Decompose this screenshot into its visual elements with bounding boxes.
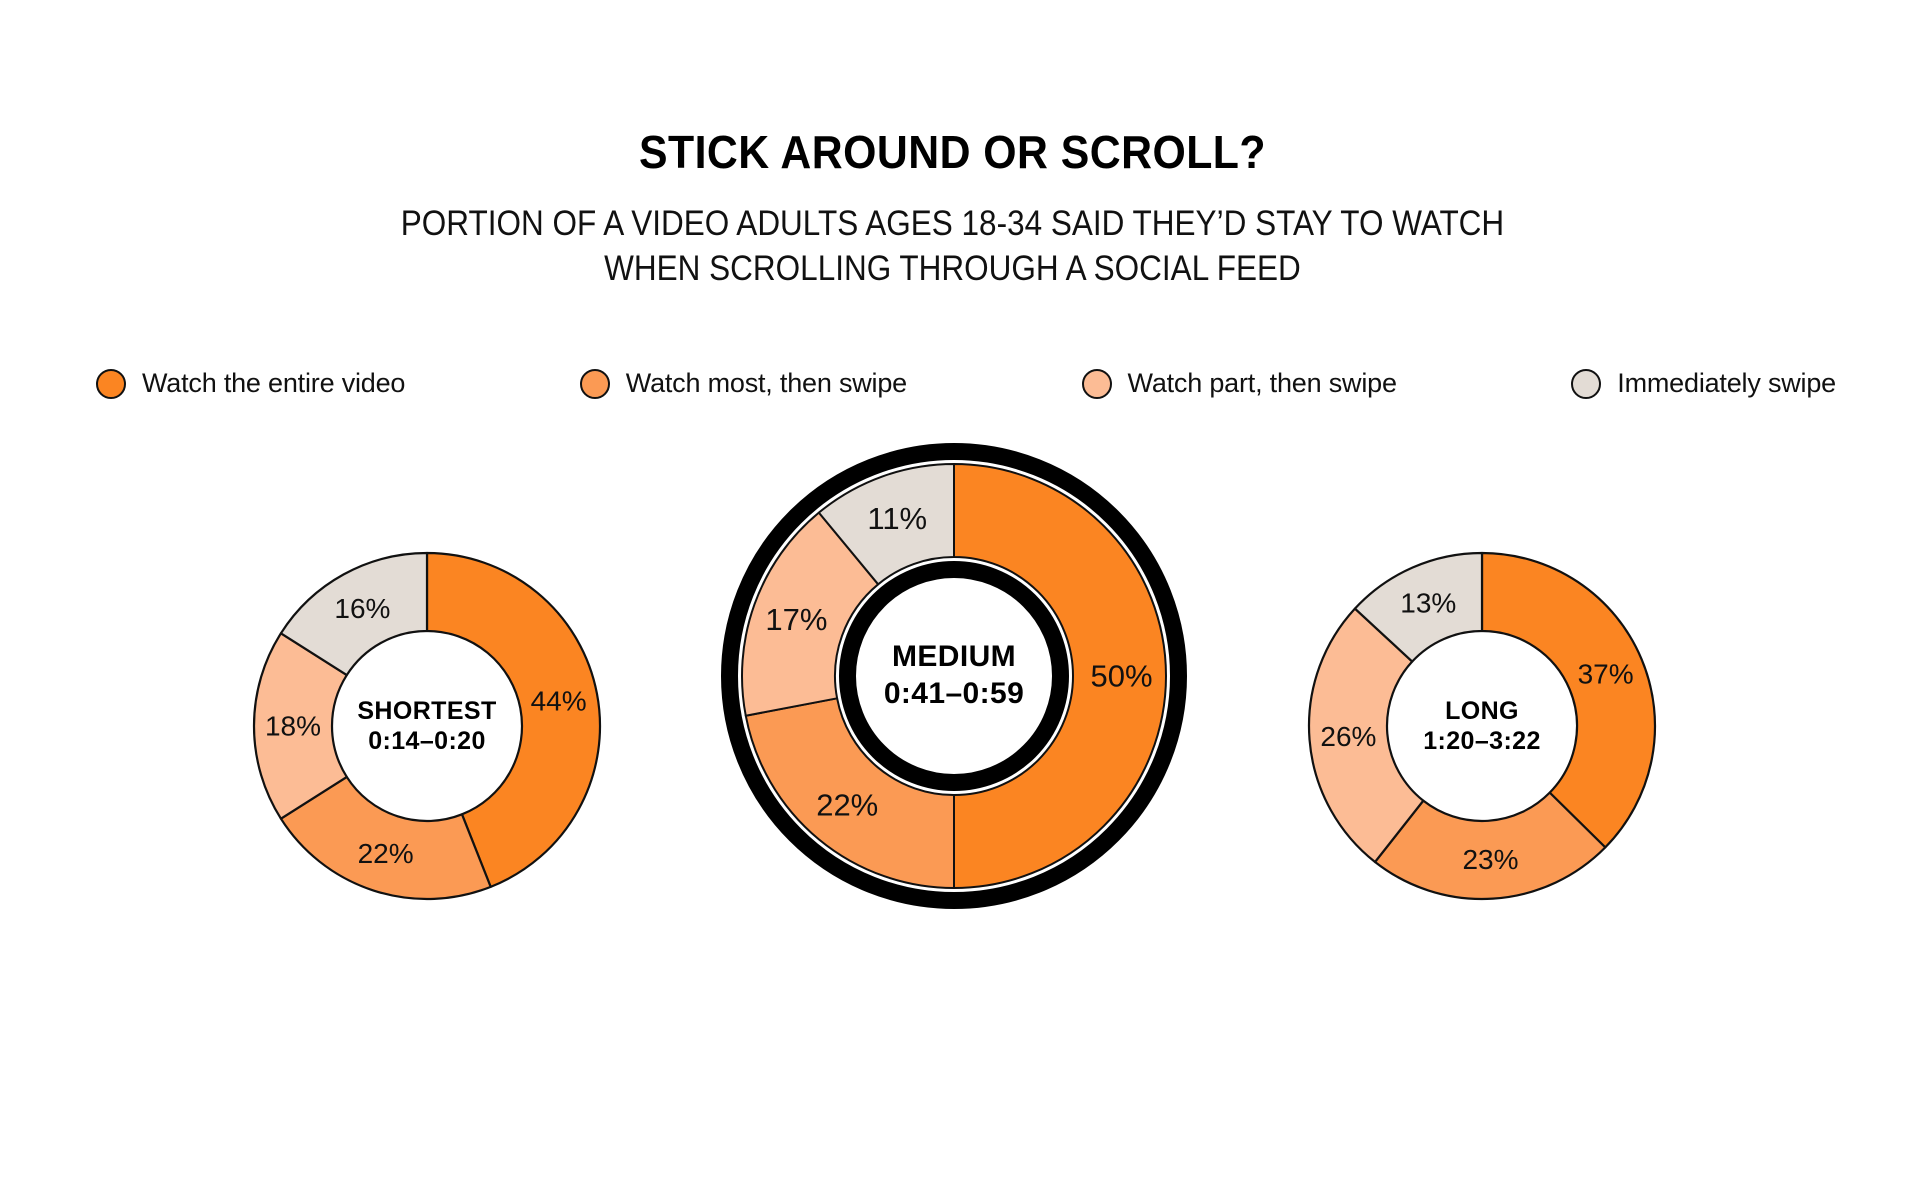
donut-slice-label: 50% [1090,659,1152,694]
legend-swatch-icon [579,368,610,399]
legend-item-label: Immediately swipe [1617,368,1836,398]
donut-slice-label: 23% [1462,844,1518,875]
donut-chart-medium[interactable]: 50% 22% 17% 11% MEDIUM 0:41–0:59 [678,400,1230,952]
legend-item-immediately-swipe[interactable]: Immediately swipe [1571,368,1836,399]
legend-swatch-icon [96,368,126,399]
donut-slice[interactable] [425,551,602,888]
donut-slice[interactable] [279,551,429,677]
highlight-outer-ring [721,443,1187,909]
donut-slice[interactable] [744,697,955,889]
donut-chart-shortest-svg: 44% 22% 18% 16% [252,551,602,901]
subtitle-line-2: WHEN SCROLLING THROUGH A SOCIAL FEED [604,249,1301,289]
donut-slice[interactable] [741,511,880,717]
legend-item-entire-video[interactable]: Watch the entire video [96,368,405,399]
donut-slice[interactable] [1373,791,1607,901]
donut-slice-label: 16% [334,593,390,624]
donut-charts-row: 44% 22% 18% 16% SHORTEST 0:14–0:20 50% 22% 17… [0,400,1905,1060]
donut-slice[interactable] [1307,607,1425,864]
donut-chart-medium-svg: 50% 22% 17% 11% [721,443,1187,909]
legend-item-watch-part[interactable]: Watch part, then swipe [1081,368,1397,399]
donut-slice-label: 18% [265,711,321,742]
legend-item-label: Watch part, then swipe [1127,368,1397,398]
donut-slice-label: 13% [1400,588,1456,619]
header: STICK AROUND OR SCROLL? PORTION OF A VID… [0,128,1905,292]
donut-slice-label: 37% [1578,659,1634,690]
subtitle-line-1: PORTION OF A VIDEO ADULTS AGES 18-34 SAI… [400,204,1505,244]
highlight-inner-ring [839,561,1069,791]
donut-slice-label: 17% [765,602,827,637]
donut-slice-label: 26% [1320,721,1376,752]
donut-slice-label: 11% [867,501,927,536]
donut-slice[interactable] [817,463,955,586]
legend-item-watch-most[interactable]: Watch most, then swipe [579,368,907,399]
legend-item-label: Watch most, then swipe [625,368,907,398]
donut-chart-shortest[interactable]: 44% 22% 18% 16% SHORTEST 0:14–0:20 [213,512,641,940]
donut-chart-long[interactable]: 37% 23% 26% 13% LONG 1:20–3:22 [1268,512,1696,940]
donut-slice[interactable] [1353,551,1484,663]
legend-swatch-icon [1081,368,1112,399]
donut-slice[interactable] [953,463,1167,889]
page-title: STICK AROUND OR SCROLL? [638,126,1267,178]
donut-chart-long-svg: 37% 23% 26% 13% [1307,551,1657,901]
legend-swatch-icon [1571,368,1602,399]
donut-slice-label: 22% [358,838,414,869]
legend-item-label: Watch the entire video [142,368,406,398]
donut-slice[interactable] [279,775,492,901]
donut-slice-label: 22% [816,788,878,823]
donut-slice[interactable] [1480,551,1657,849]
donut-slice-label: 44% [531,685,587,716]
page-subtitle: PORTION OF A VIDEO ADULTS AGES 18-34 SAI… [95,202,1810,292]
legend: Watch the entire video Watch most, then … [96,368,1836,399]
